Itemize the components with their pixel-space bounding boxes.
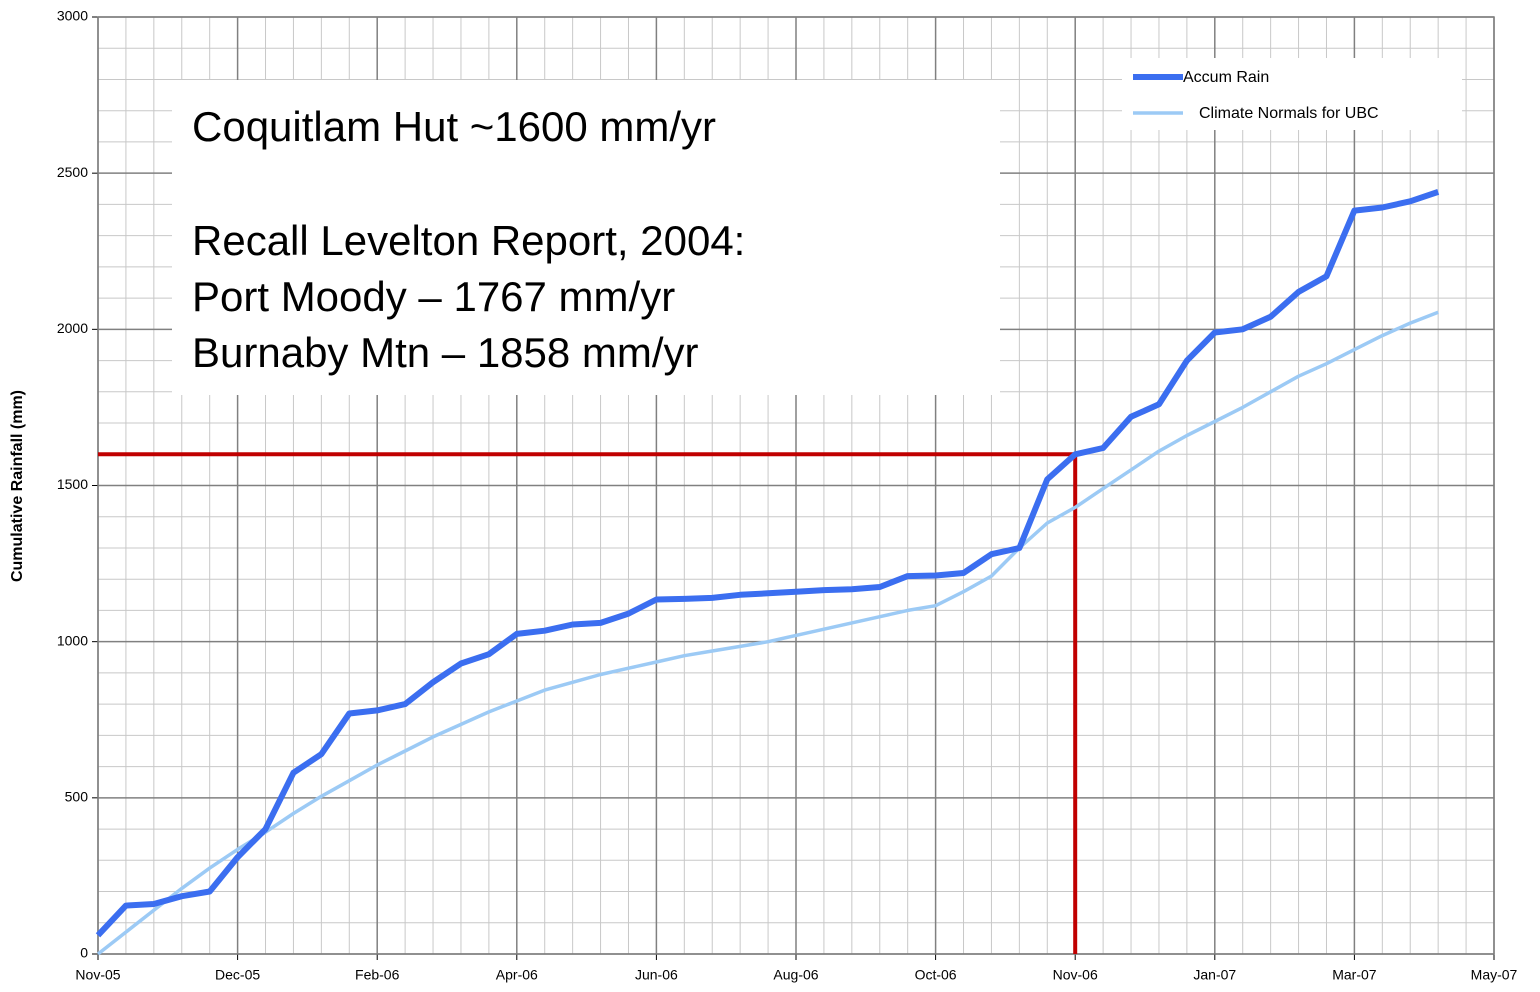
x-tick-label: Dec-05 [215, 967, 260, 983]
series-line [96, 310, 1439, 956]
series-line [95, 189, 1440, 938]
y-tick-label: 1500 [57, 476, 88, 492]
x-tick-label: Oct-06 [915, 967, 957, 983]
x-tick-label: Mar-07 [1332, 967, 1377, 983]
x-tick-label: Nov-05 [75, 967, 120, 983]
annotation: Burnaby Mtn – 1858 mm/yr [192, 329, 699, 376]
x-tick-label: Apr-06 [496, 967, 538, 983]
x-tick-label: Nov-06 [1053, 967, 1098, 983]
x-tick-label: Jun-06 [635, 967, 678, 983]
x-tick-label: May-07 [1471, 967, 1518, 983]
x-tick-label: Jan-07 [1193, 967, 1236, 983]
legend-box [1122, 58, 1462, 130]
legend-label: Climate Normals for UBC [1199, 105, 1379, 122]
y-tick-label: 2000 [57, 320, 88, 336]
annotation-box [172, 80, 1000, 395]
x-tick-label: Feb-06 [355, 967, 400, 983]
legend-label: Accum Rain [1183, 69, 1269, 86]
annotation: Coquitlam Hut ~1600 mm/yr [192, 103, 716, 150]
y-tick-label: 1000 [57, 632, 88, 648]
y-tick-label: 500 [65, 789, 89, 805]
plot-frame [97, 16, 1495, 955]
y-tick-label: 3000 [57, 8, 88, 24]
annotation: Recall Levelton Report, 2004: [192, 217, 745, 264]
annotation: Port Moody – 1767 mm/yr [192, 273, 675, 320]
y-axis-label: Cumulative Rainfall (mm) [9, 390, 26, 582]
y-tick-label: 0 [80, 945, 88, 961]
x-tick-label: Aug-06 [773, 967, 818, 983]
y-tick-label: 2500 [57, 164, 88, 180]
